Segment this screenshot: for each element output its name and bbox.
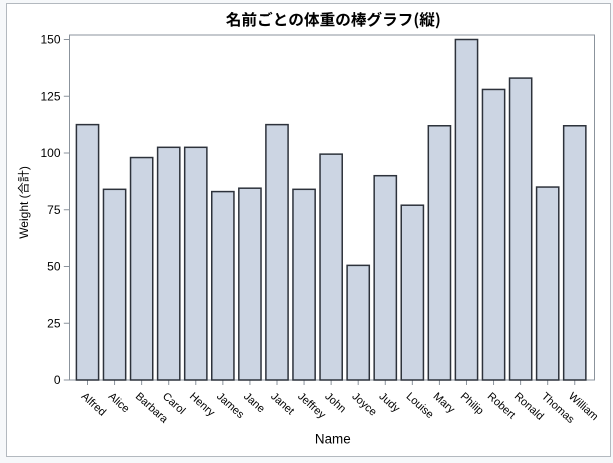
svg-text:125: 125	[40, 89, 60, 103]
svg-text:Weight (: Weight (	[17, 194, 31, 238]
svg-text:0: 0	[54, 373, 61, 387]
svg-text:75: 75	[47, 203, 61, 217]
svg-text:100: 100	[40, 146, 60, 160]
svg-text:50: 50	[47, 260, 61, 274]
svg-text:): )	[17, 166, 31, 170]
svg-text:150: 150	[40, 33, 60, 47]
svg-text:Name: Name	[315, 431, 351, 446]
svg-text:25: 25	[47, 316, 61, 330]
